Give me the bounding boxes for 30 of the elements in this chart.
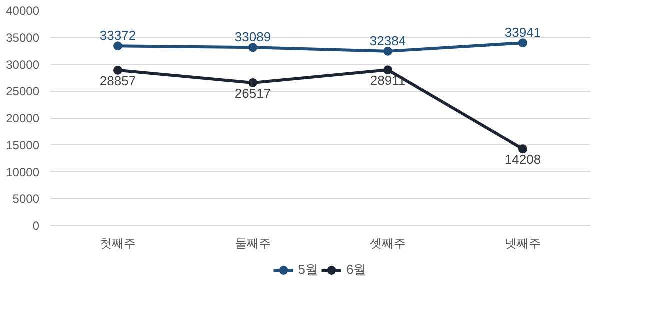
point xyxy=(114,66,122,75)
x-tick-label: 셋째주 xyxy=(370,236,406,250)
y-tick-label: 5000 xyxy=(12,192,40,206)
y-tick-label: 30000 xyxy=(6,58,40,72)
data-label: 33372 xyxy=(100,28,136,44)
data-label: 32384 xyxy=(370,33,406,48)
point xyxy=(248,78,258,88)
data-label: 33089 xyxy=(234,30,272,45)
y-tick-label: 25000 xyxy=(6,84,40,99)
point xyxy=(114,42,122,51)
y-tick-label: 35000 xyxy=(6,30,40,45)
point xyxy=(248,43,258,52)
data-label: 26517 xyxy=(234,86,272,101)
point xyxy=(518,144,528,154)
y-tick-label: 20000 xyxy=(6,112,40,126)
data-label: 33941 xyxy=(504,25,542,40)
y-tick-label: 40000 xyxy=(6,4,40,18)
y-tick-label: 15000 xyxy=(6,138,40,152)
x-tick-label: 첫째주 xyxy=(100,236,136,250)
legend-label: 6월 xyxy=(346,261,367,279)
point xyxy=(384,46,392,56)
point xyxy=(518,38,528,48)
y-tick-label: 10000 xyxy=(6,165,40,180)
legend-label: 5월 xyxy=(298,261,318,279)
data-label: 28857 xyxy=(100,73,136,88)
point xyxy=(384,66,392,75)
data-label: 14208 xyxy=(504,152,542,168)
y-tick-label: 0 xyxy=(32,219,40,233)
x-tick-label: 넷째주 xyxy=(505,236,541,250)
x-tick-label: 둘째주 xyxy=(235,236,271,250)
